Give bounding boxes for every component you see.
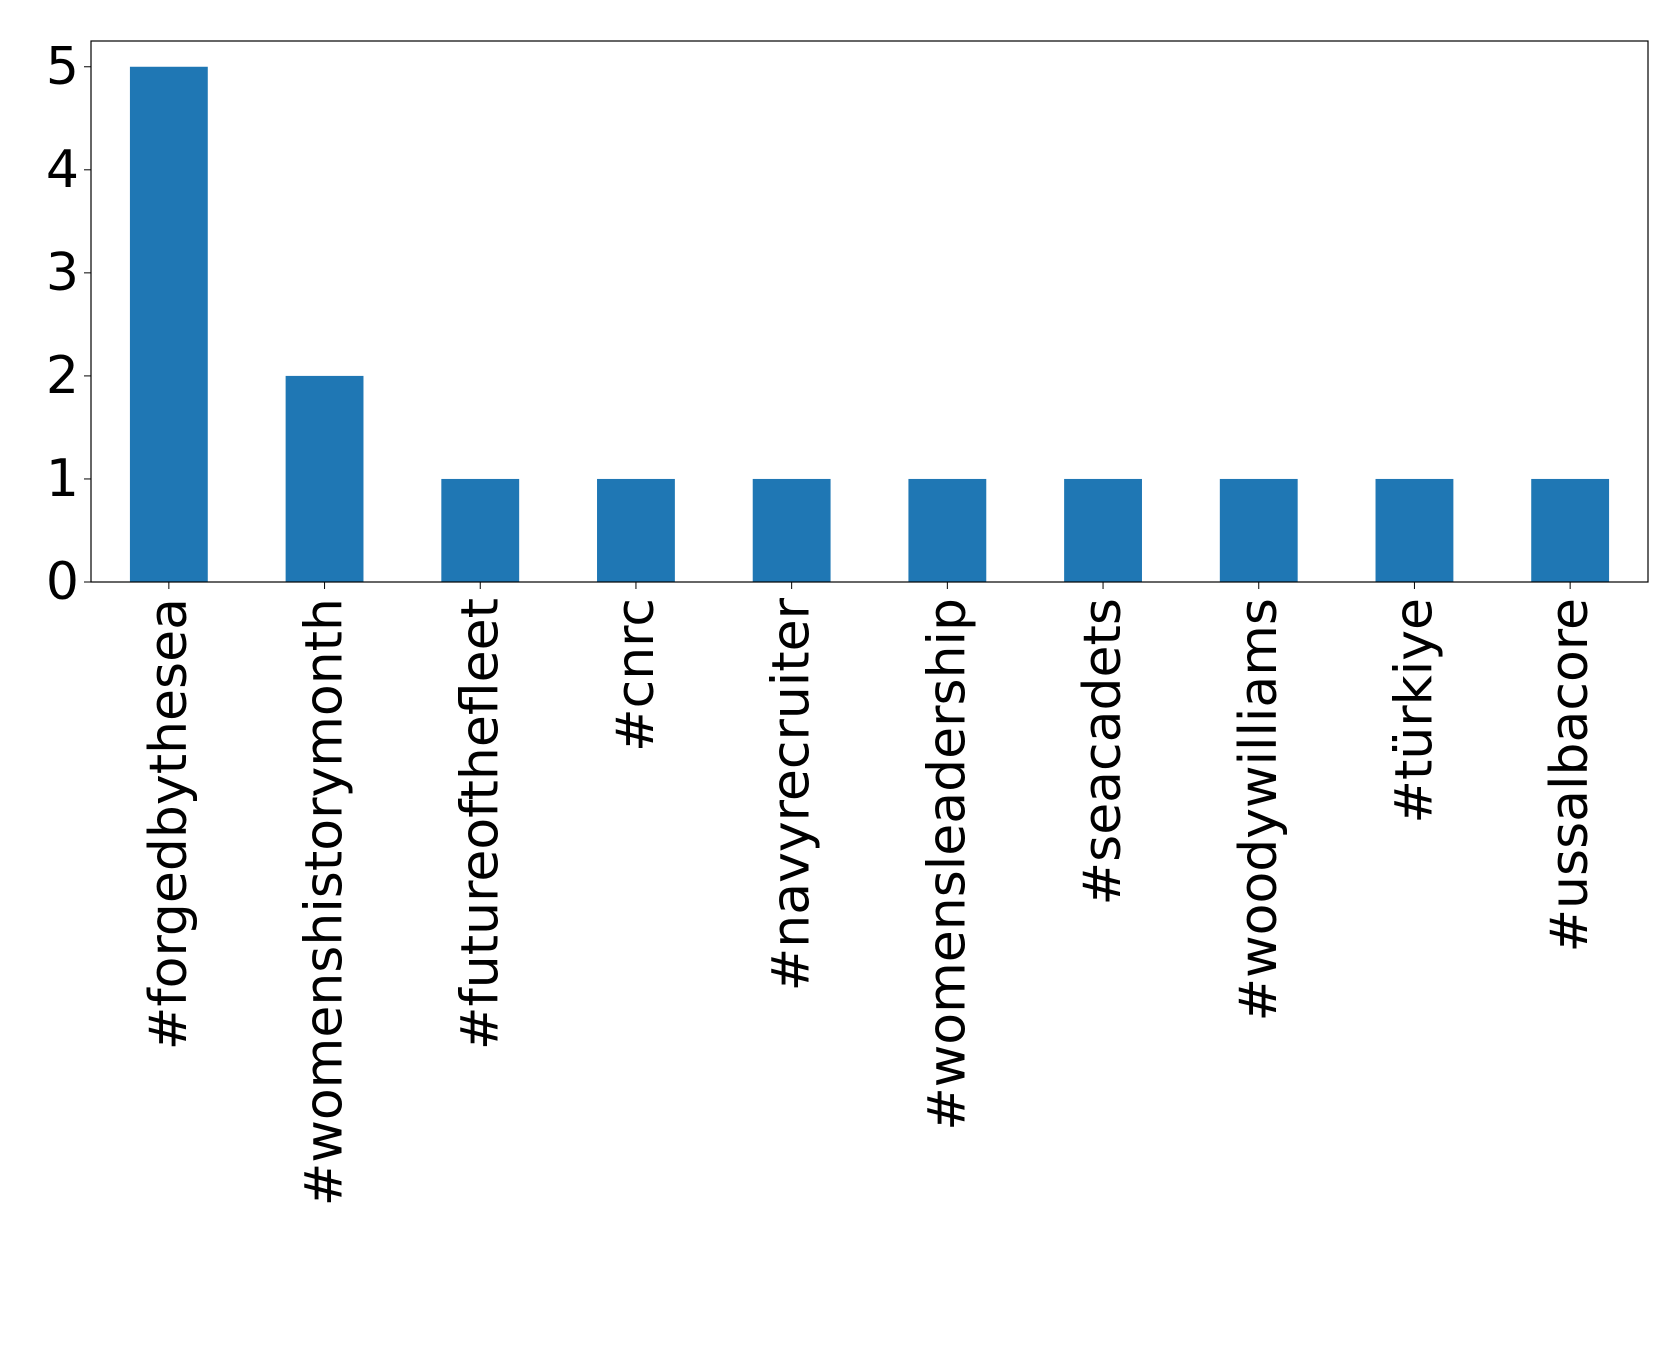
bar [441,478,520,582]
x-tick-label: #navyrecruiter [762,597,822,991]
y-tick-label: 4 [46,140,79,200]
bar [752,478,831,582]
x-tick-label: #cnrc [606,598,666,752]
x-tick-label: #womenshistorymonth [295,598,355,1206]
bar [1375,478,1454,582]
x-tick-label: #womensleadership [917,598,977,1131]
x-tick-label: #futureofthefleet [450,598,510,1050]
x-tick-label: #seacadets [1073,598,1133,905]
bar [597,478,675,582]
plot-frame [90,40,1649,583]
bar [285,375,364,582]
bar [1219,478,1298,582]
y-tick-label: 3 [46,243,79,303]
y-tick-label: 5 [46,37,79,97]
y-tick-label: 0 [46,552,79,612]
bar [129,66,208,582]
y-tick-label: 2 [46,346,79,406]
x-tick-label: #ussalbacore [1540,598,1600,953]
y-tick-label: 1 [46,449,79,509]
x-tick-label: #woodywilliams [1229,598,1289,1021]
bar [908,478,987,582]
bar [1064,478,1142,582]
x-tick-label: #forgedbythesea [139,598,199,1050]
bar [1531,478,1610,582]
x-tick-label: #türkiye [1384,598,1444,824]
